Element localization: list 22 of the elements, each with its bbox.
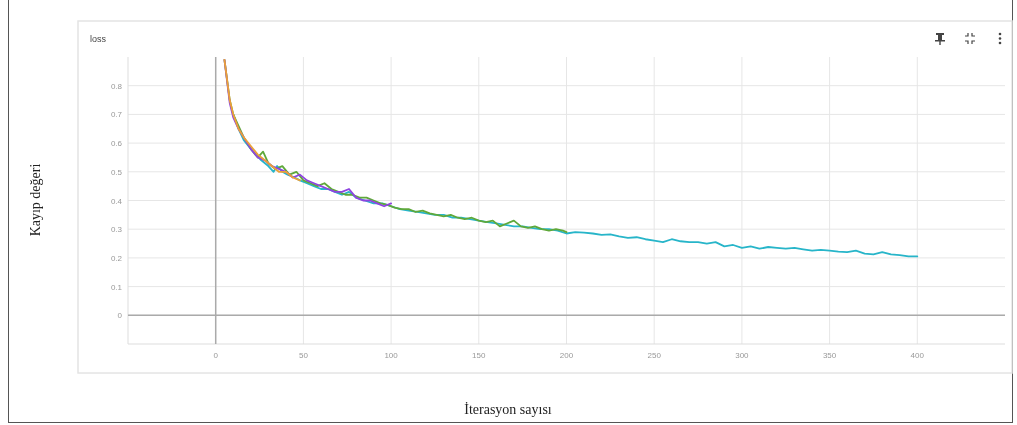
x-tick-label: 350 (822, 351, 837, 360)
x-tick-label: 250 (647, 351, 662, 360)
x-tick-label: 400 (910, 351, 925, 360)
y-tick-label: 0.8 (110, 81, 123, 91)
x-axis-title: İterasyon sayısı (464, 402, 552, 417)
y-tick-label: 0 (117, 311, 123, 321)
x-tick-label: 0 (213, 351, 219, 360)
line-series (223, 58, 301, 182)
y-tick-label: 0.3 (110, 225, 123, 235)
y-tick-label: 0.2 (110, 253, 123, 263)
y-tick-label: 0.1 (110, 282, 123, 292)
y-tick-label: 0.7 (110, 110, 123, 120)
y-tick-label: 0.4 (110, 196, 123, 206)
y-tick-label: 0.6 (110, 139, 123, 149)
x-tick-label: 50 (298, 351, 309, 360)
x-tick-label: 300 (735, 351, 750, 360)
x-tick-label: 200 (559, 351, 574, 360)
x-tick-label: 100 (384, 351, 399, 360)
y-axis-title: Kayıp değeri (28, 163, 43, 237)
chart-title: loss (90, 34, 107, 44)
x-tick-label: 150 (472, 351, 487, 360)
y-tick-label: 0.5 (110, 167, 123, 177)
